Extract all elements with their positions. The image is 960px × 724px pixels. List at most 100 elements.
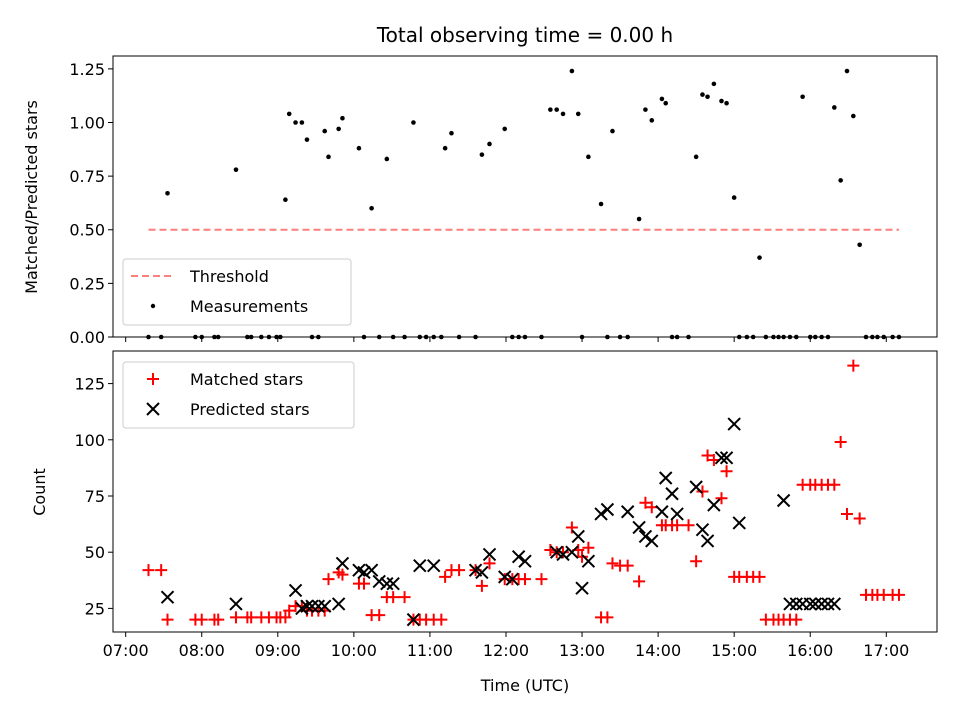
measurements-point-73	[724, 100, 729, 106]
predicted-stars-point-50	[776, 493, 791, 508]
matched-stars-point-24	[336, 568, 349, 581]
predicted-stars-point-25	[518, 554, 532, 568]
ratio-panel: 0.00 0.25 0.50 0.75 1.00 1.25 Matched/Predict…	[22, 55, 938, 347]
matched-stars-point-4	[195, 613, 208, 626]
count-panel: 07:00 08:00 09:00 10:00 11:00 12:00 13:00 14:00…	[30, 350, 938, 695]
matched-stars-point-91	[834, 436, 847, 449]
matched-stars-point-36	[435, 613, 448, 626]
predicted-stars-point-30	[575, 581, 589, 595]
predicted-stars-point-4	[300, 599, 314, 613]
ratio-axes: 0.00 0.25 0.50 0.75 1.00 1.25	[69, 60, 887, 347]
measurements-point-85	[800, 94, 805, 100]
matched-stars-point-66	[671, 519, 684, 532]
matched-stars-point-100	[892, 588, 905, 601]
predicted-stars-point-29	[571, 529, 585, 544]
x-tick-label-1-0: 07:00	[103, 641, 149, 660]
matched-stars-point-47	[535, 573, 548, 586]
measurements-point-32	[411, 120, 416, 125]
measurements-point-52	[575, 111, 581, 117]
matched-stars-point-28	[373, 609, 386, 622]
x-tick-label-1-7: 14:00	[635, 641, 681, 660]
matched-stars-point-56	[601, 611, 614, 624]
measurements-point-7	[233, 167, 239, 172]
matched-stars-point-72	[715, 492, 728, 505]
matched-stars-point-84	[790, 613, 803, 626]
count-legend: Matched stars Predicted stars	[122, 361, 355, 429]
legend-matched-label: Matched stars	[190, 370, 303, 389]
measurements-point-17	[299, 120, 305, 125]
measurements-point-69	[700, 92, 705, 97]
matched-stars-point-46	[519, 573, 531, 586]
matched-stars-point-54	[582, 541, 595, 554]
matched-stars-point-61	[639, 496, 652, 509]
predicted-stars-point-51	[783, 597, 797, 611]
predicted-stars-point-46	[714, 451, 729, 465]
legend-threshold-label: Threshold	[189, 267, 269, 286]
measurements-point-15	[286, 111, 292, 117]
legend-measurements-swatch	[150, 303, 156, 309]
predicted-stars-point-48	[727, 417, 741, 431]
predicted-stars-point-56	[814, 597, 829, 611]
predicted-stars-point-35	[632, 520, 646, 535]
measurements-point-22	[326, 154, 331, 160]
matched-stars-point-94	[853, 512, 866, 525]
measurements-point-91	[838, 178, 843, 183]
y-tick-label-0-4: 1.00	[69, 113, 105, 132]
matched-stars-point-30	[387, 591, 400, 604]
measurements-point-78	[757, 255, 762, 260]
count-axes: 07:00 08:00 09:00 10:00 11:00 12:00 13:00 14:00…	[74, 375, 909, 660]
matched-stars-point-31	[398, 591, 411, 604]
y-tick-label-1-2: 75	[85, 487, 105, 506]
predicted-stars-point-33	[600, 502, 615, 517]
predicted-stars-point-47	[719, 451, 734, 465]
measurements-point-41	[479, 152, 485, 157]
measurements-point-29	[384, 156, 390, 162]
matched-stars-point-41	[475, 579, 488, 592]
measurements-point-23	[336, 126, 341, 132]
matched-stars-point-22	[322, 573, 335, 586]
measurements-point-25	[356, 145, 362, 151]
predicted-stars-point-8	[331, 597, 346, 611]
matched-stars-point-59	[621, 559, 634, 572]
predicted-stars-point-6	[311, 599, 326, 613]
matched-stars-point-92	[840, 507, 853, 520]
predicted-stars-point-16	[406, 612, 421, 627]
ratio-plot-frame	[112, 55, 938, 338]
predicted-stars-point-12	[364, 563, 379, 577]
y-tick-label-1-3: 100	[74, 431, 105, 450]
x-tick-label-1-1: 08:00	[179, 641, 225, 660]
measurements-point-43	[502, 126, 508, 132]
predicted-stars-point-40	[665, 487, 679, 501]
matched-stars-point-26	[358, 577, 371, 590]
predicted-stars-point-54	[803, 597, 817, 611]
x-tick-label-1-2: 09:00	[255, 641, 301, 660]
measurements-point-49	[554, 107, 559, 112]
predicted-stars-point-41	[670, 507, 684, 521]
legend-predicted-swatch	[146, 402, 160, 416]
x-tick-label-1-3: 10:00	[331, 641, 377, 660]
predicted-stars-point-43	[695, 523, 710, 537]
measurements-point-63	[659, 96, 665, 102]
measurements-point-90	[832, 105, 837, 110]
measurements-point-38	[449, 130, 454, 136]
matched-stars-point-78	[753, 570, 766, 583]
y-tick-label-1-0: 25	[85, 599, 105, 618]
measurements-point-27	[369, 205, 374, 211]
x-tick-label-1-10: 17:00	[863, 641, 909, 660]
y-tick-label-1-1: 50	[85, 543, 105, 562]
measurements-point-94	[857, 242, 862, 248]
predicted-stars-point-22	[498, 570, 512, 584]
y-tick-label-0-1: 0.25	[69, 274, 105, 293]
ratio-legend-box	[122, 258, 352, 326]
matched-stars-point-42	[483, 557, 496, 570]
predicted-stars-point-42	[689, 480, 703, 494]
matched-stars-point-6	[212, 613, 225, 626]
measurements-point-37	[442, 145, 448, 151]
measurements-point-14	[283, 197, 288, 203]
predicted-stars-point-44	[700, 534, 715, 548]
predicted-stars-point-2	[288, 583, 303, 598]
predicted-stars-point-15	[386, 576, 400, 591]
predicted-stars-point-21	[482, 547, 497, 562]
predicted-stars-point-39	[659, 471, 673, 485]
